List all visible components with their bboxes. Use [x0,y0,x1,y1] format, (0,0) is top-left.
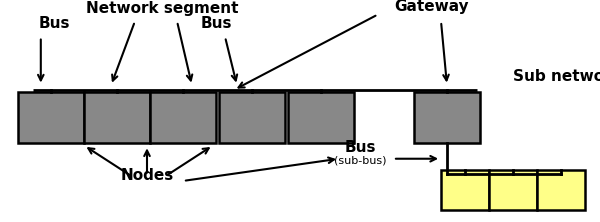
Bar [414,92,480,143]
Bar [489,170,537,210]
Text: Sub network: Sub network [513,69,600,84]
Bar [441,170,489,210]
Text: Bus: Bus [39,16,71,31]
Text: Gateway: Gateway [395,0,469,14]
Bar [84,92,150,143]
Text: (sub-bus): (sub-bus) [334,155,386,165]
Text: Network segment: Network segment [86,0,238,16]
Bar [219,92,285,143]
Text: Bus: Bus [200,16,232,31]
Bar [18,92,84,143]
Bar [150,92,216,143]
Bar [288,92,354,143]
Text: Nodes: Nodes [121,168,173,183]
Text: Bus: Bus [344,140,376,155]
Bar [537,170,585,210]
